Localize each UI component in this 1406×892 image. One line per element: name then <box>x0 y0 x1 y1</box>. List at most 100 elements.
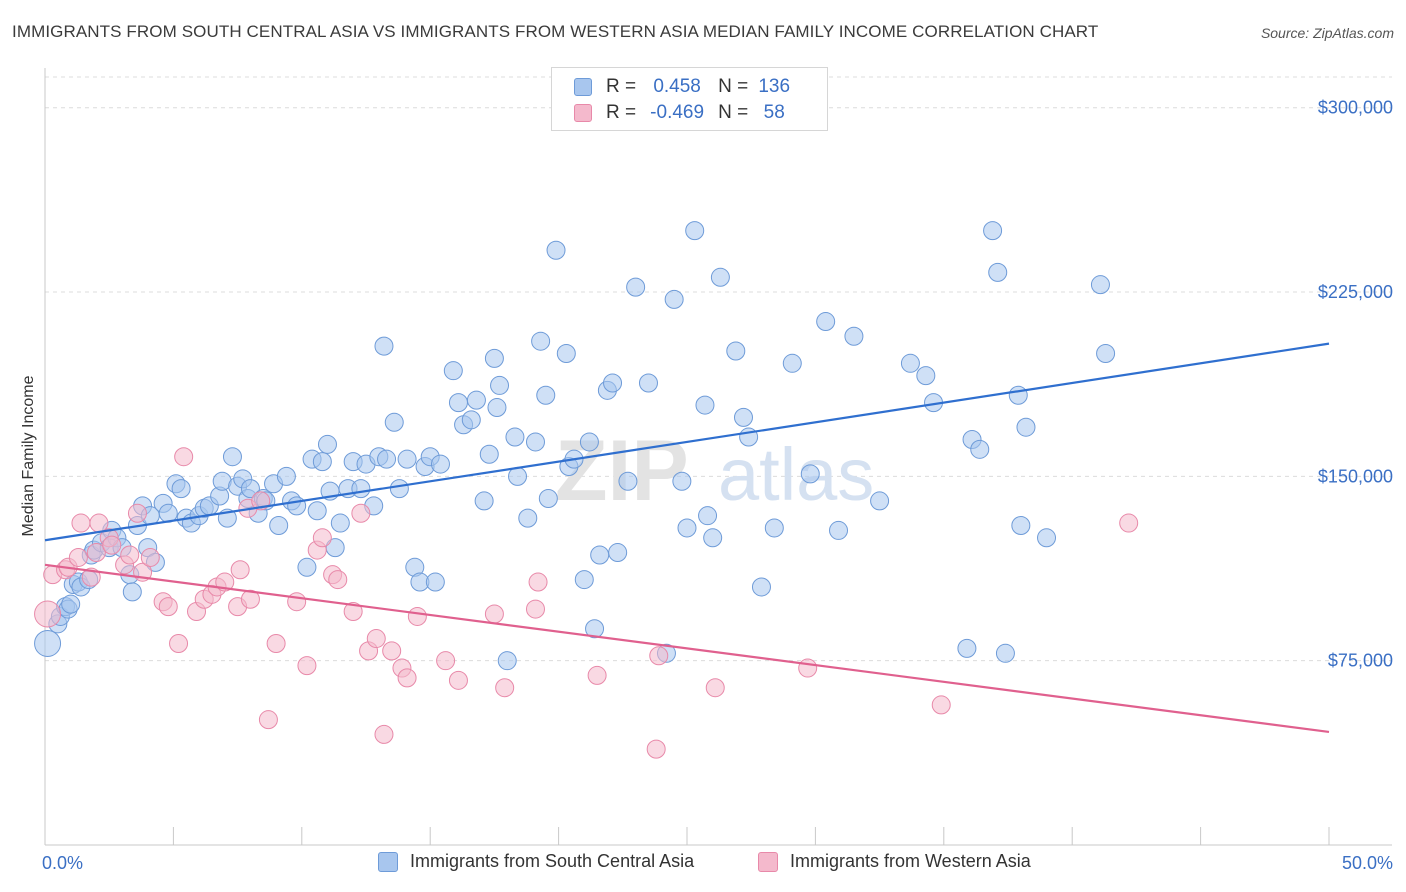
scatter-point <box>384 412 404 432</box>
scatter-point <box>479 444 499 464</box>
scatter-point <box>317 434 337 454</box>
scatter-point <box>377 449 397 469</box>
scatter-point <box>505 427 525 447</box>
scatter-point <box>531 331 551 351</box>
watermark-atlas: atlas <box>718 433 874 516</box>
bottom-legend-south-central-asia: Immigrants from South Central Asia <box>378 851 694 872</box>
scatter-point <box>970 439 990 459</box>
scatter-point <box>312 528 332 548</box>
scatter-point <box>931 695 951 715</box>
bottom-legend-label-pink: Immigrants from Western Asia <box>790 851 1031 871</box>
scatter-point <box>798 658 818 678</box>
scatter-point <box>646 739 666 759</box>
scatter-point <box>351 503 371 523</box>
scatter-point <box>269 516 289 536</box>
scatter-point <box>664 289 684 309</box>
scatter-point <box>528 572 548 592</box>
legend-n-value: 136 <box>758 76 791 97</box>
axes <box>44 68 1392 846</box>
scatter-point <box>844 326 864 346</box>
scatter-point <box>800 464 820 484</box>
scatter-point <box>343 602 363 622</box>
y-tick-label: $150,000 <box>1318 466 1393 486</box>
scatter-point <box>287 592 307 612</box>
legend-n-label: N = <box>718 76 749 97</box>
scatter-point <box>407 606 427 626</box>
scatter-point <box>816 312 836 332</box>
series-south-central-asia <box>34 221 1116 671</box>
scatter-point <box>276 466 296 486</box>
scatter-point <box>1119 513 1139 533</box>
scatter-point <box>297 557 317 577</box>
trend-lines <box>44 342 1330 734</box>
y-tick-labels: $75,000 $150,000 $225,000 $300,000 <box>1318 98 1393 671</box>
scatter-point <box>169 633 189 653</box>
scatter-point <box>1016 417 1036 437</box>
scatter-point <box>685 221 705 241</box>
scatter-point <box>425 572 445 592</box>
scatter-point <box>122 582 142 602</box>
legend-swatch-pink <box>574 104 592 122</box>
scatter-point <box>538 488 558 508</box>
scatter-point <box>230 560 250 580</box>
scatter-point <box>546 240 566 260</box>
scatter-point <box>61 594 81 614</box>
scatter-point <box>266 633 286 653</box>
legend-r-value: 0.458 <box>653 76 701 97</box>
bottom-legend-western-asia: Immigrants from Western Asia <box>758 851 1031 872</box>
bottom-legend-swatch-pink <box>758 851 778 872</box>
scatter-point <box>587 665 607 685</box>
source-label: Source: ZipAtlas.com <box>1260 25 1394 41</box>
scatter-point <box>649 646 669 666</box>
scatter-point <box>710 267 730 287</box>
scatter-point <box>916 366 936 386</box>
scatter-point <box>1096 343 1116 363</box>
scatter-point <box>733 407 753 427</box>
scatter-point <box>751 577 771 597</box>
scatter-point <box>86 543 106 563</box>
trend-line-south-central-asia <box>44 342 1330 542</box>
scatter-point <box>436 651 456 671</box>
scatter-point <box>474 491 494 511</box>
scatter-point <box>672 471 692 491</box>
scatter-point <box>870 491 890 511</box>
legend-swatch-blue <box>574 78 592 96</box>
scatter-point <box>608 543 628 563</box>
scatter-point <box>638 373 658 393</box>
scatter-point <box>1008 385 1028 405</box>
scatter-point <box>240 479 260 499</box>
scatter-point <box>957 638 977 658</box>
scatter-point <box>68 547 88 567</box>
scatter-point <box>484 604 504 624</box>
scatter-point <box>677 518 697 538</box>
scatter-point <box>988 262 1008 282</box>
scatter-point <box>495 678 515 698</box>
y-tick-label: $225,000 <box>1318 282 1393 302</box>
scatter-point <box>995 643 1015 663</box>
legend-r-label: R = <box>606 102 637 123</box>
scatter-point <box>102 535 122 555</box>
scatter-point <box>536 385 556 405</box>
scatter-point <box>397 668 417 688</box>
scatter-point <box>590 545 610 565</box>
scatter-point <box>487 398 507 418</box>
legend-row-south-central-asia: R = 0.458 N = 136 <box>574 75 800 99</box>
legend-n-label: N = <box>718 102 749 123</box>
legend-row-western-asia: R = -0.469 N = 58 <box>574 101 800 125</box>
scatter-point <box>726 341 746 361</box>
scatter-point <box>695 395 715 415</box>
scatter-point <box>140 547 160 567</box>
scatter-point <box>626 277 646 297</box>
scatter-point <box>518 508 538 528</box>
scatter-point <box>366 629 386 649</box>
scatter-point <box>374 724 394 744</box>
y-tick-label: $300,000 <box>1318 98 1393 118</box>
scatter-point <box>127 503 147 523</box>
scatter-point <box>782 353 802 373</box>
scatter-point <box>698 506 718 526</box>
legend-r-value: -0.469 <box>650 102 705 123</box>
scatter-point <box>328 570 348 590</box>
trend-line-western-asia <box>44 563 1330 734</box>
scatter-point <box>71 513 91 533</box>
